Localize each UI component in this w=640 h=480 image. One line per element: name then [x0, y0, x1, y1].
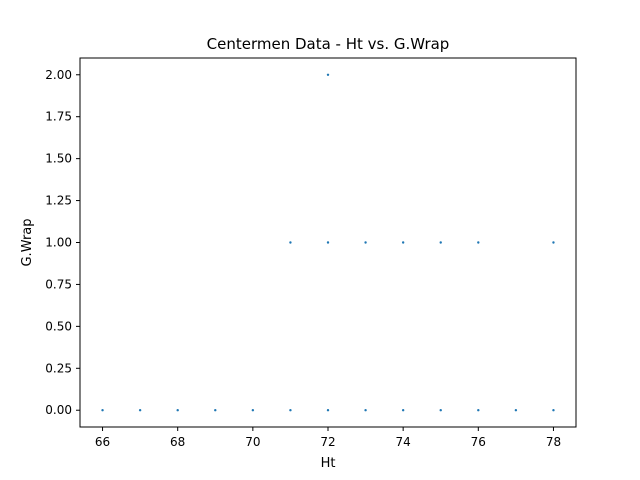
y-tick-label: 1.00: [45, 236, 72, 250]
data-point: [176, 409, 179, 412]
x-tick-label: 66: [95, 435, 110, 449]
x-tick-label: 72: [320, 435, 335, 449]
data-points: [101, 73, 555, 412]
data-point: [289, 241, 292, 244]
y-tick-label: 2.00: [45, 68, 72, 82]
data-point: [401, 241, 405, 244]
data-point: [514, 409, 518, 412]
data-point: [326, 241, 330, 244]
data-point: [439, 409, 442, 412]
y-tick-label: 0.75: [45, 277, 72, 291]
x-tick-label: 76: [471, 435, 486, 449]
data-point: [552, 409, 555, 412]
x-tick-label: 74: [396, 435, 411, 449]
y-tick-label: 0.50: [45, 319, 72, 333]
data-point: [477, 241, 480, 244]
data-point: [326, 73, 330, 76]
y-tick-label: 1.50: [45, 152, 72, 166]
data-point: [364, 409, 367, 412]
data-point: [477, 409, 480, 412]
x-axis-ticks: 66 68 70 72 74 76 78: [95, 427, 561, 449]
data-point: [251, 409, 255, 412]
x-axis-label: Ht: [321, 456, 336, 471]
y-axis-ticks: 0.00 0.25 0.50 0.75 1.00 1.25 1.50 1.75 2.00: [45, 68, 80, 417]
data-point: [364, 241, 367, 244]
y-axis-label: G.Wrap: [20, 218, 35, 266]
chart-title: Centermen Data - Ht vs. G.Wrap: [207, 35, 450, 53]
data-point: [289, 409, 292, 412]
data-point: [439, 241, 442, 244]
y-tick-label: 0.25: [45, 361, 72, 375]
data-point: [326, 409, 330, 412]
data-point: [552, 241, 555, 244]
data-point: [401, 409, 405, 412]
x-tick-label: 78: [546, 435, 561, 449]
data-point: [138, 409, 142, 412]
y-tick-label: 1.75: [45, 110, 72, 124]
y-tick-label: 1.25: [45, 194, 72, 208]
data-point: [101, 409, 104, 412]
data-point: [214, 409, 217, 412]
x-tick-label: 68: [170, 435, 185, 449]
x-tick-label: 70: [245, 435, 260, 449]
y-tick-label: 0.00: [45, 403, 72, 417]
